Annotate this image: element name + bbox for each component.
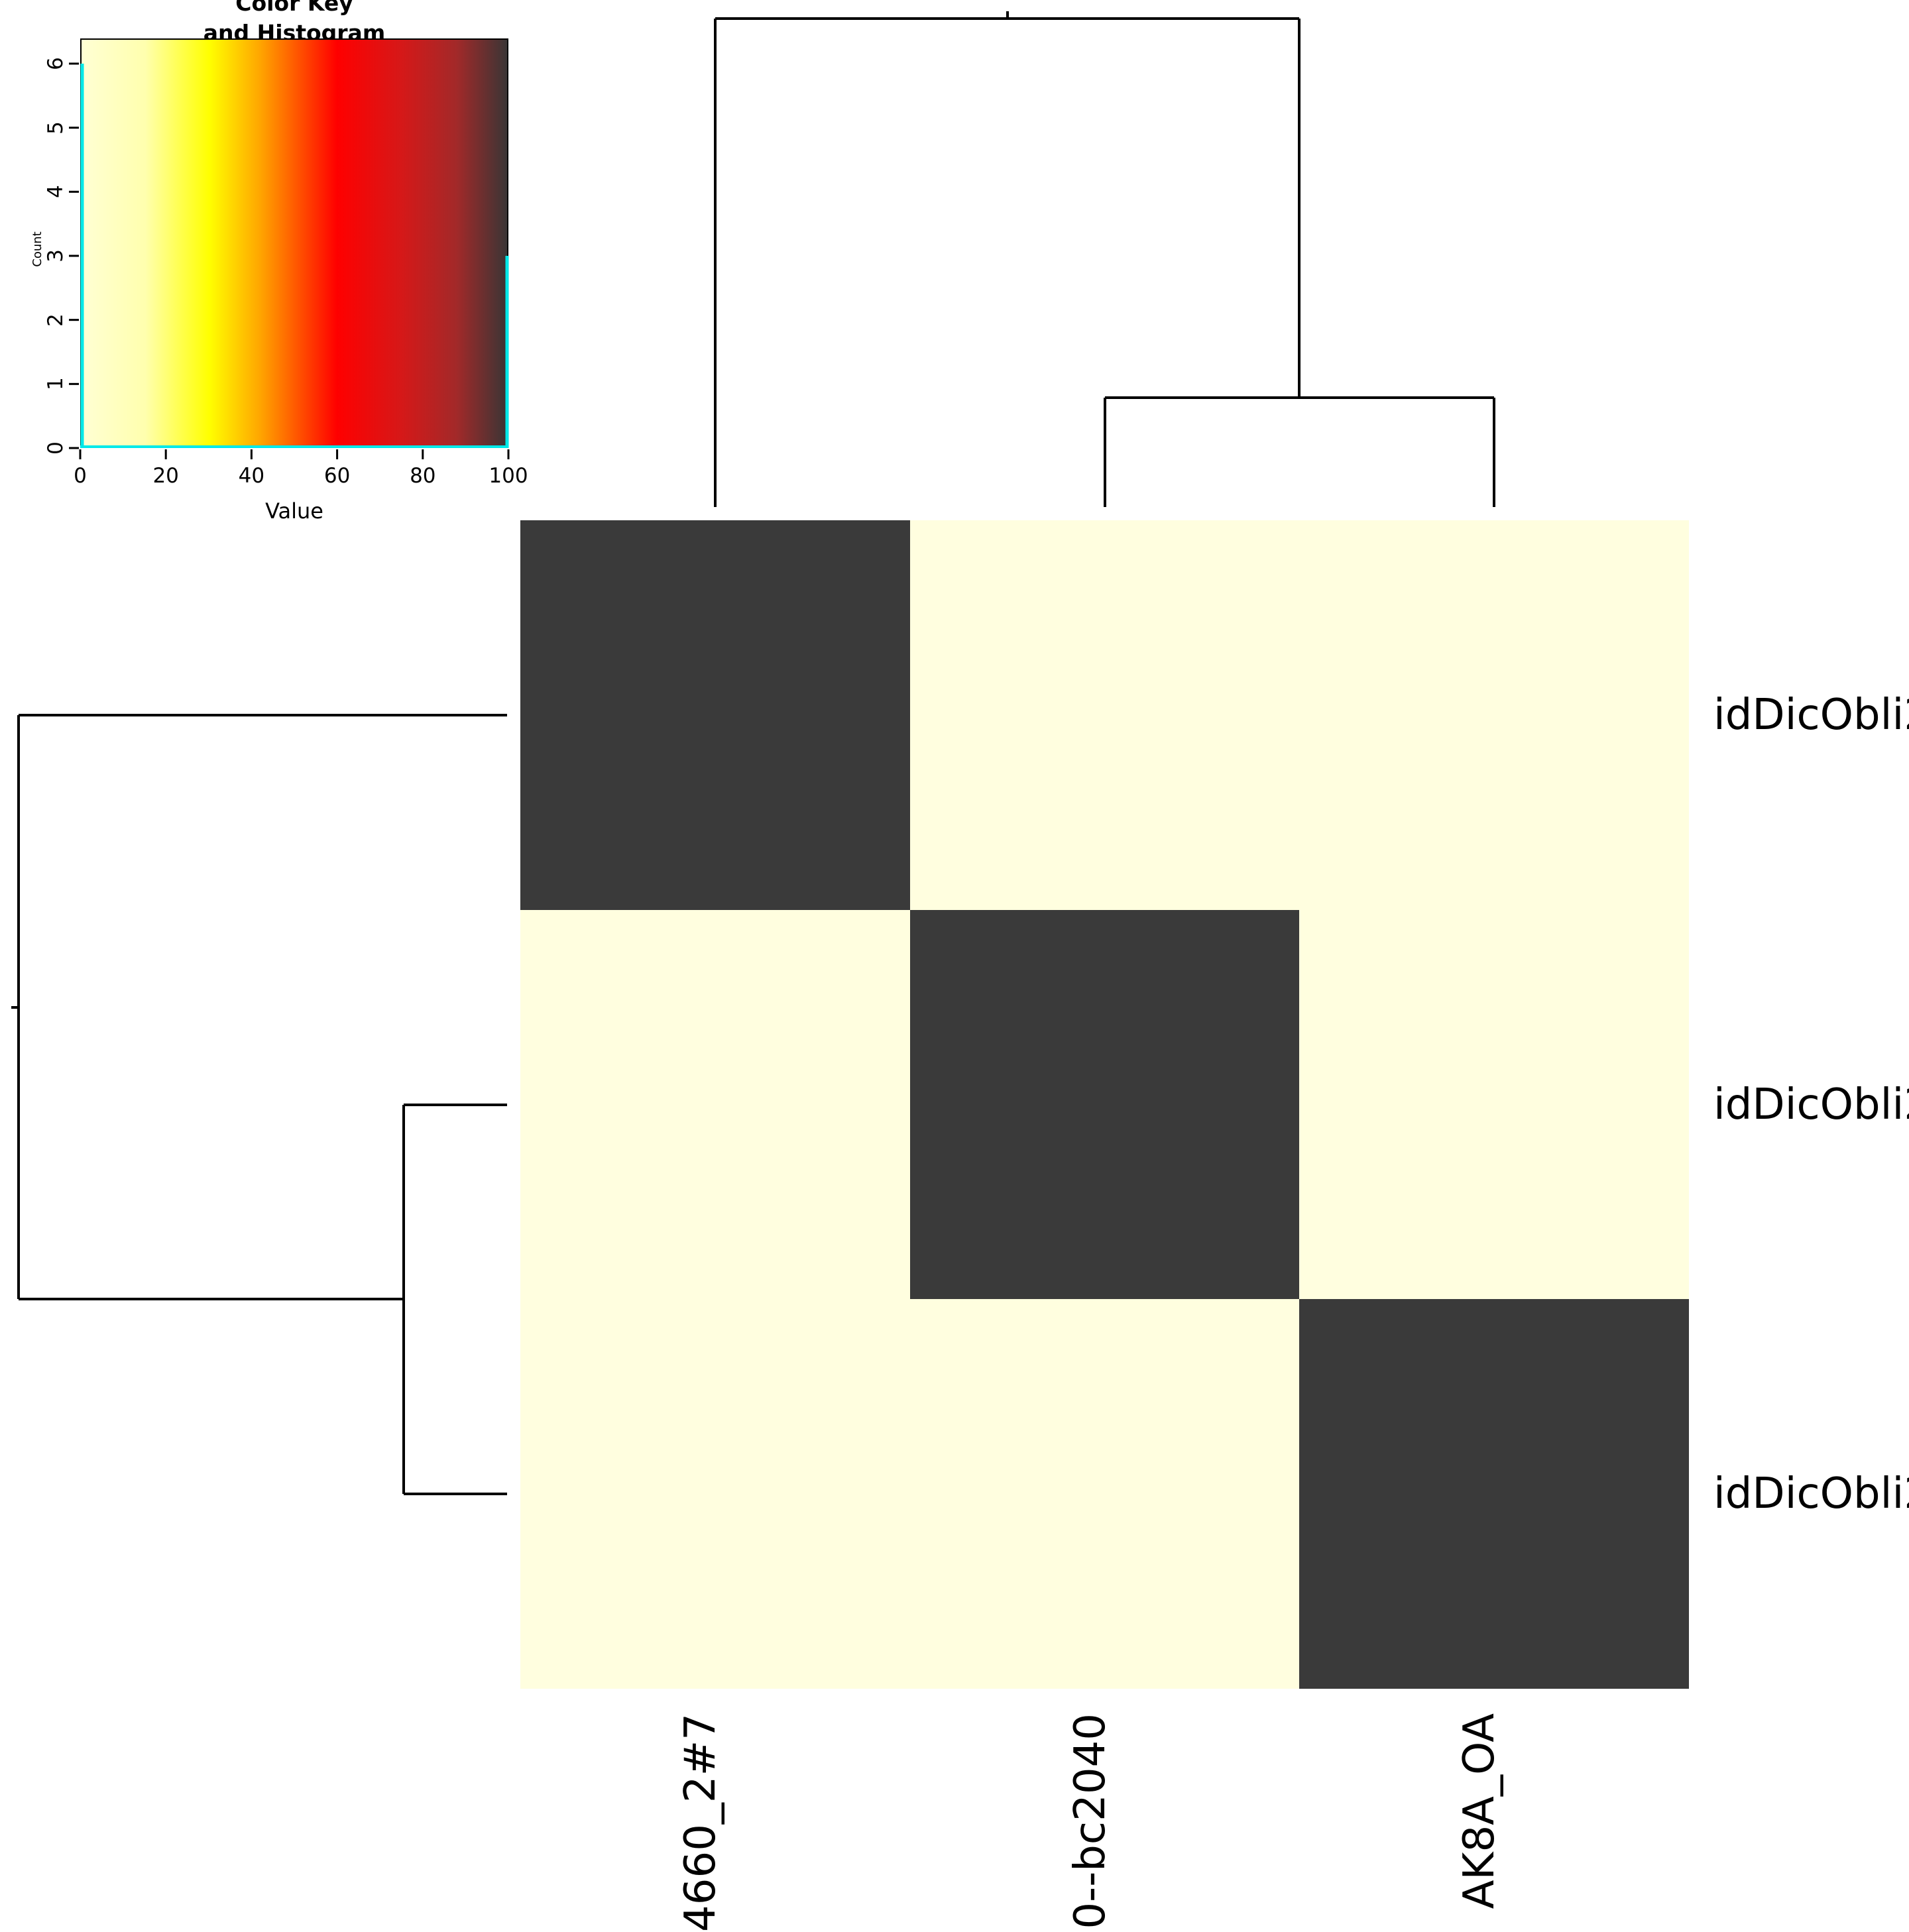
color-key-panel: Color Key and Histogram Value Count 0 20 4… [0, 0, 550, 543]
color-key-x-tick-label: 40 [238, 464, 265, 488]
color-key-x-tick-label: 0 [74, 464, 87, 488]
color-key-x-tick-label: 20 [152, 464, 179, 488]
heatmap-cell-r1c2 [909, 520, 1300, 910]
heatmap-cell-r2c3 [1299, 909, 1689, 1300]
heatmap-cell-r2c2 [909, 909, 1300, 1300]
color-key-gradient [82, 40, 507, 447]
column-label-2: 0--bc2040 [1066, 1713, 1115, 1929]
heatmap-cell-r3c2 [909, 1299, 1300, 1689]
color-key-box [80, 38, 508, 448]
color-key-y-tick-label: 2 [44, 313, 68, 327]
color-key-y-tick-label: 0 [44, 441, 68, 455]
color-key-y-tick-label: 6 [44, 57, 68, 70]
column-label-3: AK8A_OA [1455, 1713, 1504, 1909]
color-key-y-tick-label: 4 [44, 185, 68, 199]
color-key-y-tick-label: 1 [44, 377, 68, 391]
color-key-y-tick-label: 5 [44, 121, 68, 135]
heatmap-cell-r1c3 [1299, 520, 1689, 910]
row-dendrogram [11, 714, 507, 1495]
color-key-title-line1: Color Key [235, 0, 353, 16]
column-label-1: 4660_2#7 [676, 1713, 725, 1932]
color-key-x-tick-label: 60 [323, 464, 351, 488]
row-label-1: idDicObli2 [1713, 691, 1909, 740]
row-label-2: idDicObli2 [1713, 1080, 1909, 1129]
heatmap-cell-r3c3 [1299, 1299, 1689, 1689]
color-key-x-axis-label: Value [265, 498, 323, 524]
row-label-3: idDicObli2 [1713, 1469, 1909, 1518]
heatmap-matrix [520, 520, 1689, 1689]
color-key-x-tick-label: 100 [489, 464, 528, 488]
heatmap-cell-r3c1 [520, 1299, 910, 1689]
heatmap-cell-r1c1 [520, 520, 910, 910]
color-key-x-tick-label: 80 [410, 464, 436, 488]
color-key-y-tick-label: 3 [44, 249, 68, 262]
heatmap-cell-r2c1 [520, 909, 910, 1300]
column-dendrogram [714, 11, 1495, 507]
